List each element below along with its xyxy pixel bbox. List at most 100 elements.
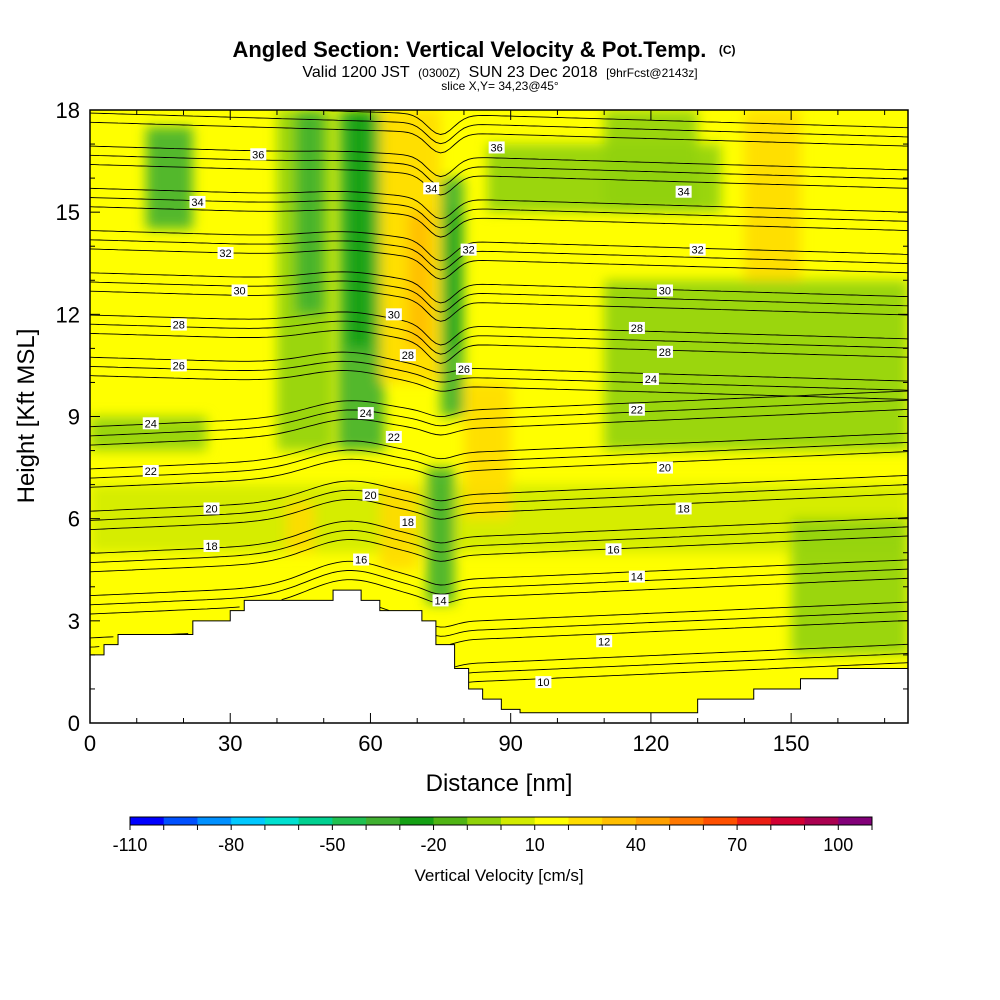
- colorbar-segment: [770, 817, 806, 825]
- theta-contour: [90, 187, 908, 220]
- contour-label-bg: [250, 148, 267, 161]
- theta-contour: [90, 320, 908, 355]
- velocity-region: [286, 501, 315, 553]
- contour-label-bg: [170, 359, 187, 372]
- theta-contour: [90, 164, 908, 196]
- contour-label: 30: [659, 285, 671, 297]
- contour-label: 24: [645, 374, 657, 386]
- colorbar-label: 10: [525, 835, 545, 855]
- theta-contour: [90, 535, 908, 573]
- contour-label-bg: [656, 284, 673, 297]
- contour-label: 32: [219, 248, 231, 260]
- contour-label-bg: [353, 553, 370, 566]
- contour-label: 28: [659, 347, 671, 359]
- colorbar: -110 -80 -50 -20 10 40 70 100: [113, 816, 873, 855]
- theta-contour: [90, 390, 908, 428]
- y-axis-title: Height [Kft MSL]: [13, 329, 40, 504]
- contour-label-bg: [189, 195, 206, 208]
- contour-label: 34: [678, 187, 690, 199]
- contour-label: 16: [607, 544, 619, 556]
- velocity-region: [449, 212, 460, 349]
- contour-label: 14: [631, 572, 643, 584]
- contour-label: 32: [462, 245, 474, 257]
- contour-label: 28: [402, 350, 414, 362]
- contour-label-bg: [432, 594, 449, 607]
- contour-label: 14: [434, 595, 446, 607]
- colorbar-segment: [130, 817, 165, 825]
- contour-label-bg: [142, 464, 159, 477]
- contour-label-bg: [596, 635, 613, 648]
- y-tick-label: 12: [56, 302, 80, 327]
- theta-contour: [90, 239, 908, 271]
- theta-contour: [454, 643, 908, 668]
- y-tick-label: 6: [68, 507, 80, 532]
- velocity-region: [407, 212, 432, 349]
- theta-contour: [449, 620, 908, 645]
- contour-label-bg: [385, 308, 402, 321]
- theta-contour: [90, 474, 908, 512]
- x-tick-label: 30: [218, 731, 242, 756]
- x-tick-label: 0: [84, 731, 96, 756]
- y-tick-label: 0: [68, 711, 80, 736]
- colorbar-segment: [737, 817, 772, 825]
- contour-label: 20: [659, 463, 671, 475]
- velocity-region: [744, 110, 801, 281]
- chart-title: Angled Section: Vertical Velocity & Pot.…: [232, 37, 735, 62]
- contour-label: 18: [402, 517, 414, 529]
- valid-prefix: Valid 1200 JST: [302, 64, 410, 81]
- velocity-region: [426, 467, 455, 604]
- theta-contour: [90, 145, 908, 178]
- colorbar-label: 40: [626, 835, 646, 855]
- contour-label: 26: [458, 364, 470, 376]
- contour-label: 18: [678, 503, 690, 515]
- theta-contour: [90, 559, 908, 597]
- velocity-region: [604, 280, 908, 451]
- title-main: Angled Section: Vertical Velocity & Pot.…: [232, 37, 706, 62]
- y-tick-label: 18: [56, 98, 80, 123]
- colorbar-segment: [669, 817, 704, 825]
- contour-label: 36: [491, 142, 503, 154]
- colorbar-segment: [264, 817, 300, 825]
- theta-contour: [90, 360, 908, 391]
- contour-label-bg: [488, 141, 505, 154]
- contour-label-bg: [399, 516, 416, 529]
- theta-contour: [90, 351, 908, 382]
- contour-label-bg: [170, 318, 187, 331]
- contour-label-bg: [628, 403, 645, 416]
- valid-utc: (0300Z): [418, 66, 460, 80]
- x-tick-label: 120: [633, 731, 670, 756]
- contour-label-bg: [203, 502, 220, 515]
- colorbar-segment: [467, 817, 502, 825]
- contour-label: 18: [205, 541, 217, 553]
- y-tick-label: 9: [68, 405, 80, 430]
- theta-contour: [90, 311, 908, 346]
- contour-label-bg: [628, 570, 645, 583]
- colorbar-segment: [399, 817, 435, 825]
- contour-label: 30: [233, 285, 245, 297]
- contour-label-bg: [362, 488, 379, 501]
- forecast-info: [9hrFcst@2143z]: [606, 66, 698, 80]
- slice-info: slice X,Y= 34,23@45°: [441, 79, 559, 93]
- theta-contour: [90, 432, 908, 470]
- colorbar-label: 70: [727, 835, 747, 855]
- contour-label-bg: [399, 349, 416, 362]
- colorbar-label: -80: [218, 835, 244, 855]
- contour-label-bg: [656, 345, 673, 358]
- contour-label-bg: [357, 407, 374, 420]
- contour-label: 22: [145, 466, 157, 478]
- plot-area: 36 36 34 34 34 32 32 32 30 30 30 28 28 28 28 26 26 24 24 24…: [90, 110, 908, 723]
- contour-label-bg: [217, 247, 234, 260]
- theta-contour: [90, 197, 908, 229]
- contour-label: 22: [388, 432, 400, 444]
- contour-label-bg: [231, 284, 248, 297]
- theta-contour: [90, 154, 908, 187]
- theta-contour: [90, 408, 908, 446]
- velocity-region: [295, 110, 324, 315]
- colorbar-segment: [332, 817, 367, 825]
- theta-contour: [90, 610, 908, 648]
- contour-labels: 36 36 34 34 34 32 32 32 30 30 30 28 28 28 28 26 26 24 24 24…: [142, 141, 706, 689]
- contour-label-bg: [628, 321, 645, 334]
- contour-label-bg: [642, 373, 659, 386]
- colorbar-segment: [703, 817, 738, 825]
- colorbar-segment: [804, 817, 839, 825]
